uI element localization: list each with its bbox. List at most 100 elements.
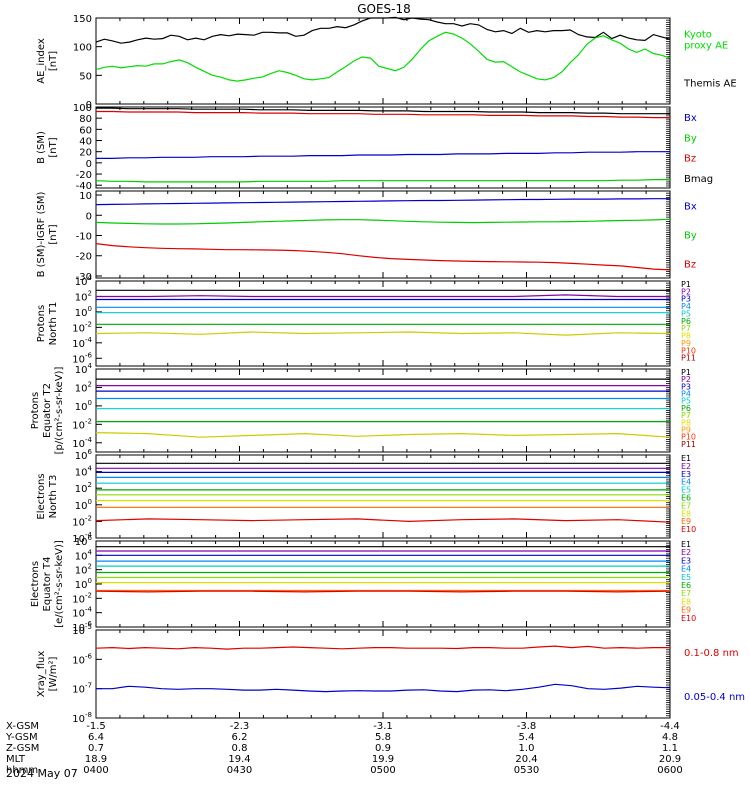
y-axis-label: Electrons <box>36 473 47 519</box>
orbit-row-label: hhmm <box>6 765 38 776</box>
y-axis-label: [e/(cm²-s-sr-keV)] <box>54 540 65 628</box>
y-tick-label: 10-2 <box>72 320 92 334</box>
legend-entry: E3 <box>681 556 691 565</box>
legend-entry: P3 <box>681 295 691 304</box>
series-line <box>95 179 670 183</box>
y-tick-label: 40 <box>79 137 92 148</box>
series-line <box>96 107 670 115</box>
legend-entry: E6 <box>681 494 691 503</box>
orbit-value: -4.4 <box>660 721 680 732</box>
legend-entry: P9 <box>681 339 691 348</box>
y-tick-label: 10-7 <box>72 682 92 696</box>
y-axis-label: Electrons <box>30 561 41 607</box>
panel-frame <box>95 106 671 189</box>
orbit-value: -1.5 <box>86 721 106 732</box>
series-line <box>95 645 670 650</box>
y-tick-label: -10 <box>76 232 92 243</box>
series-line <box>95 590 671 593</box>
y-axis-label: AE_index <box>36 38 47 84</box>
legend-entry: P9 <box>681 425 691 434</box>
legend-entry: P1 <box>681 280 691 289</box>
legend-entry: E3 <box>681 470 691 479</box>
panel-b-sm-igrf: -30 -20 -10 0 10 B (SM)-IGRF (SM) [nT] Bx By Bz <box>36 190 697 283</box>
y-tick-label: 50 <box>79 71 92 82</box>
y-tick-label: 150 <box>73 14 92 25</box>
orbit-value: 0400 <box>83 765 108 776</box>
y-axis-label: [p/(cm²-s-sr-keV)] <box>54 367 65 455</box>
series-line <box>95 331 671 336</box>
legend-entry: P7 <box>681 411 691 420</box>
y-tick-label: 106 <box>75 448 93 462</box>
legend-entry: P7 <box>681 324 691 333</box>
series-line <box>95 218 671 225</box>
y-tick-label: 100 <box>75 399 92 413</box>
y-tick-label: 102 <box>75 563 92 577</box>
legend-entry: Bx <box>684 113 697 124</box>
legend-entry: P2 <box>681 287 691 296</box>
y-tick-label: 80 <box>79 114 92 125</box>
series-line <box>95 432 671 438</box>
legend-entry: E8 <box>681 509 691 518</box>
y-tick-label: 0 <box>86 100 92 111</box>
legend-entry: Bz <box>684 260 696 271</box>
panel-frame <box>95 629 671 719</box>
y-tick-label: 102 <box>75 481 92 495</box>
series-line <box>95 16 671 44</box>
panel-frame <box>95 540 671 628</box>
orbit-value: 0.9 <box>375 743 391 754</box>
y-tick-label: 100 <box>73 103 92 114</box>
legend-entry: E2 <box>681 462 691 471</box>
orbit-value: 5.4 <box>519 732 535 743</box>
orbit-value: 0500 <box>370 765 395 776</box>
legend-entry: Themis AE <box>683 79 737 90</box>
y-tick-label: 60 <box>79 125 92 136</box>
y-tick-label: 20 <box>79 148 92 159</box>
panel-frame <box>95 454 671 539</box>
orbit-value: 6.4 <box>88 732 104 743</box>
orbit-value: 0.7 <box>88 743 104 754</box>
panel-frame <box>95 280 671 367</box>
y-tick-label: 104 <box>75 274 93 288</box>
y-axis-label: North T1 <box>48 302 59 346</box>
orbit-row-label: Y-GSM <box>5 732 38 743</box>
series-line <box>96 683 671 693</box>
orbit-value: 5.8 <box>375 732 391 743</box>
y-tick-label: 10-2 <box>72 417 92 431</box>
y-axis-label: [nT] <box>48 224 59 244</box>
series-line <box>95 243 671 271</box>
legend-entry: Bz <box>684 154 696 165</box>
y-tick-label: 102 <box>75 380 92 394</box>
orbit-value: -3.1 <box>373 721 393 732</box>
legend-entry: P11 <box>681 440 696 449</box>
legend-entry: E10 <box>681 525 696 534</box>
legend-entry: P8 <box>681 332 691 341</box>
legend-entry: E2 <box>681 548 691 557</box>
y-tick-label: -20 <box>76 170 92 181</box>
y-tick-label: 106 <box>75 534 93 548</box>
orbit-value: 6.2 <box>232 732 248 743</box>
legend-entry: By <box>684 231 697 242</box>
legend-entry: proxy AE <box>684 41 728 52</box>
legend-entry: Bmag <box>684 174 713 185</box>
legend-entry: E7 <box>681 589 691 598</box>
y-axis-label: [nT] <box>48 137 59 157</box>
series-line <box>96 110 670 119</box>
legend-entry: E5 <box>681 573 691 582</box>
legend-entry: P6 <box>681 317 691 326</box>
y-axis-label: Xray_flux <box>36 651 47 698</box>
series-line <box>95 518 671 523</box>
y-axis-label: B (SM)-IGRF (SM) <box>36 192 47 278</box>
orbit-value: 4.8 <box>662 732 678 743</box>
y-tick-label: -40 <box>76 181 92 192</box>
series-line <box>95 31 671 82</box>
series-line <box>95 198 670 206</box>
y-tick-label: 10-4 <box>72 606 92 620</box>
legend-entry: P1 <box>681 368 691 377</box>
